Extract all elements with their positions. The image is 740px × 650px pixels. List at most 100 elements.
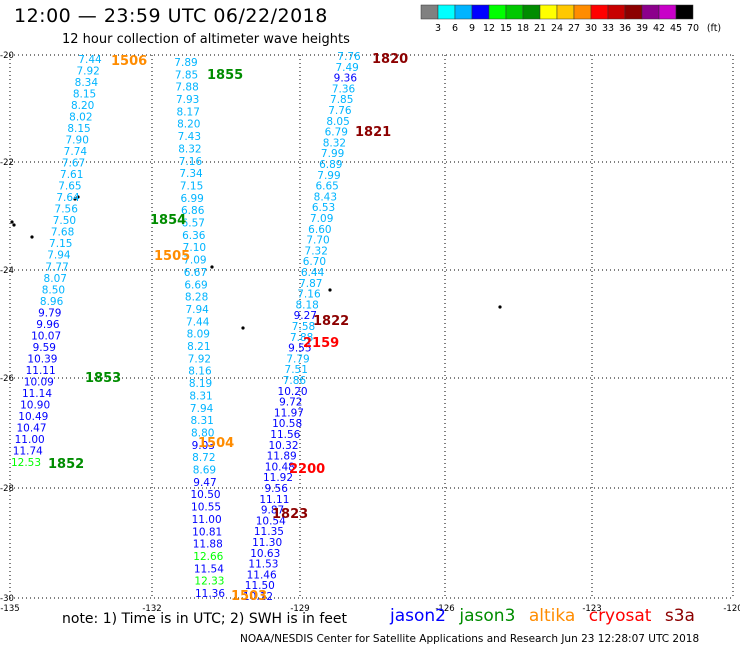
swh-value: 7.89 (174, 57, 197, 69)
lat-lon-grid: -135 -132 -129 -126 -123 -120 -20 -22 -24 -26 -28 -… (0, 51, 740, 614)
swh-value: 8.16 (188, 366, 212, 378)
swh-value: 9.03 (192, 440, 215, 452)
swh-value: 8.72 (192, 452, 215, 464)
island-marker (328, 288, 332, 292)
island-marker (10, 220, 14, 224)
swh-value: 8.18 (295, 299, 318, 311)
lon-tick-label: -123 (582, 604, 601, 614)
swh-value: 6.60 (308, 224, 331, 236)
swh-value: 8.69 (193, 465, 216, 477)
lon-tick-label: -132 (142, 604, 161, 614)
satellite-tracks: 7.447.928.348.158.208.028.157.907.747.67… (11, 51, 361, 603)
swh-value: 9.47 (193, 477, 216, 489)
scale-tick-label: 9 (469, 23, 475, 34)
swh-value: 12.33 (194, 576, 224, 588)
pass-time-label: 1505 (154, 249, 190, 264)
swh-value: 10.47 (16, 422, 46, 434)
footer-credit: NOAA/NESDIS Center for Satellite Applica… (240, 633, 700, 645)
swh-value: 7.10 (183, 242, 206, 254)
swh-value: 7.32 (305, 245, 328, 257)
islands (10, 195, 502, 330)
swh-value: 9.27 (294, 310, 317, 322)
swh-value: 8.50 (42, 284, 65, 296)
sat-s3a: s3a (664, 606, 695, 626)
swh-value: 8.07 (44, 273, 67, 285)
lon-tick-label: -135 (0, 604, 19, 614)
swh-value: 10.48 (265, 461, 295, 473)
scale-tick-label: 45 (670, 23, 682, 34)
swh-value: 11.97 (274, 407, 304, 419)
swh-value: 7.67 (62, 158, 85, 170)
swh-value: 6.53 (312, 202, 335, 214)
island-marker (498, 305, 502, 309)
swh-value: 8.15 (73, 89, 96, 101)
swh-value: 10.54 (256, 515, 286, 527)
swh-value: 8.21 (187, 341, 210, 353)
swh-value: 7.68 (51, 227, 74, 239)
swh-value: 8.32 (178, 143, 201, 155)
swh-value: 10.55 (191, 502, 221, 514)
swh-value: 7.64 (56, 192, 80, 204)
satellite-legend: jason2 jason3 altika cryosat s3a (390, 606, 703, 626)
scale-swatch (607, 4, 626, 20)
scale-swatch (556, 4, 575, 20)
scale-swatch (590, 4, 609, 20)
swh-value: 7.44 (78, 54, 102, 66)
pass-time-label: 2200 (289, 462, 325, 477)
swh-value: 11.00 (15, 434, 45, 446)
scale-swatch (675, 4, 694, 20)
swh-value: 7.85 (175, 69, 198, 81)
lat-tick-label: -20 (0, 51, 14, 61)
swh-value: 7.92 (76, 66, 99, 78)
scale-tick-label: 30 (585, 23, 597, 34)
lat-tick-label: -24 (0, 266, 14, 276)
swh-value: 7.77 (45, 261, 68, 273)
swh-value: 7.99 (317, 170, 340, 182)
scale-tick-label: 3 (435, 23, 441, 34)
pass-time-label: 1506 (111, 54, 147, 69)
swh-value: 9.59 (33, 342, 56, 354)
swh-value: 6.86 (181, 205, 205, 217)
sat-jason2: jason2 (390, 606, 446, 626)
swh-value: 9.79 (38, 307, 61, 319)
scale-tick-label: 42 (653, 23, 665, 34)
scale-tick-label: 70 (687, 23, 699, 34)
swh-value: 7.36 (332, 83, 356, 95)
swh-value: 11.74 (13, 445, 43, 457)
swh-value: 8.15 (67, 123, 90, 135)
swh-value: 7.94 (47, 250, 71, 262)
swh-value: 9.56 (265, 483, 289, 495)
swh-value: 7.87 (299, 278, 322, 290)
swh-value: 8.20 (177, 119, 200, 131)
swh-value: 10.63 (250, 548, 280, 560)
swh-color-scale: 3 6 9 12 15 18 21 24 27 30 33 36 39 42 45 70 (ft) (420, 4, 721, 34)
swh-value: 6.44 (301, 267, 325, 279)
island-marker (12, 223, 16, 227)
swh-value: 8.02 (69, 112, 92, 124)
footer-note: note: 1) Time is in UTC; 2) SWH is in fe… (62, 611, 348, 627)
pass-time-label: 1821 (355, 125, 391, 140)
swh-value: 7.56 (55, 204, 79, 216)
scale-tick-label: 12 (483, 23, 495, 34)
swh-value: 7.50 (53, 215, 76, 227)
scale-swatch (539, 4, 558, 20)
swh-value: 10.49 (18, 411, 48, 423)
swh-value: 7.09 (310, 213, 333, 225)
swh-value: 8.19 (189, 378, 212, 390)
scale-swatch (641, 4, 660, 20)
swh-value: 9.96 (36, 319, 60, 331)
swh-value: 8.43 (314, 191, 337, 203)
island-marker (30, 235, 34, 239)
swh-value: 11.50 (245, 580, 275, 592)
pass-time-label: 1504 (198, 436, 234, 451)
swh-value: 11.54 (194, 563, 224, 575)
swh-value: 7.65 (58, 181, 81, 193)
scale-swatch (420, 4, 439, 20)
swh-value: 7.49 (335, 62, 358, 74)
swh-value: 6.79 (325, 127, 348, 139)
swh-value: 7.15 (180, 180, 203, 192)
swh-value: 8.17 (177, 106, 200, 118)
swh-value: 11.89 (267, 451, 297, 463)
scale-tick-label: 18 (517, 23, 529, 34)
